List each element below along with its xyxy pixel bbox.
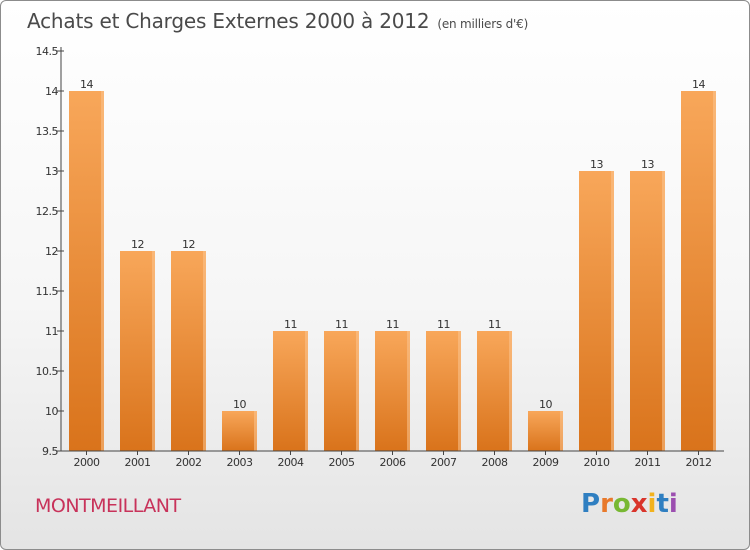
axes-layer (57, 47, 724, 455)
bar-highlight (560, 411, 563, 451)
y-tick-label: 13 (45, 165, 58, 178)
bar-highlight (101, 91, 104, 451)
value-label: 11 (437, 318, 450, 331)
bar-highlight (203, 251, 206, 451)
logo-letter: x (630, 489, 648, 519)
x-tick-label: 2000 (74, 456, 100, 469)
value-label: 13 (641, 158, 654, 171)
value-label: 11 (284, 318, 297, 331)
bar-highlight (662, 171, 665, 451)
bar-highlight (509, 331, 512, 451)
commune-name: MONTMEILLANT (35, 495, 181, 517)
bar-highlight (254, 411, 257, 451)
y-tick-label: 13.5 (36, 125, 59, 138)
y-tick-label: 14.5 (36, 45, 59, 58)
x-tick-label: 2005 (329, 456, 355, 469)
value-label: 11 (335, 318, 348, 331)
logo-letter: i (668, 489, 678, 519)
chart-title: Achats et Charges Externes 2000 à 2012 (e… (27, 9, 528, 33)
y-tick-label: 12.5 (36, 205, 59, 218)
y-tick-label: 11 (45, 325, 58, 338)
logo-letter: r (600, 489, 613, 519)
value-label: 11 (386, 318, 399, 331)
value-label: 10 (539, 398, 552, 411)
value-label: 14 (692, 78, 705, 91)
y-tick-label: 11.5 (36, 285, 59, 298)
x-tick-label: 2003 (227, 456, 253, 469)
logo-letter: t (656, 489, 669, 519)
chart-subtitle: (en milliers d'€) (437, 17, 529, 31)
bar-highlight (152, 251, 155, 451)
x-tick-label: 2011 (635, 456, 661, 469)
y-tick-label: 10.5 (36, 365, 59, 378)
y-tick-label: 14 (45, 85, 58, 98)
bar-2009 (528, 411, 563, 451)
value-label: 14 (80, 78, 93, 91)
x-tick-label: 2012 (686, 456, 712, 469)
bar-highlight (305, 331, 308, 451)
x-tick-label: 2001 (125, 456, 151, 469)
value-label: 11 (488, 318, 501, 331)
bar-2008 (477, 331, 512, 451)
x-tick-label: 2006 (380, 456, 406, 469)
bar-2004 (273, 331, 308, 451)
labels-layer: 14 2000 12 2001 12 2002 10 2003 11 2004 11 2005 11 20… (36, 45, 713, 469)
bar-2001 (120, 251, 155, 451)
bar-highlight (356, 331, 359, 451)
bar-highlight (458, 331, 461, 451)
bar-2012 (681, 91, 716, 451)
value-label: 13 (590, 158, 603, 171)
bar-2011 (630, 171, 665, 451)
chart-title-text: Achats et Charges Externes 2000 à 2012 (27, 9, 430, 33)
y-tick-label: 12 (45, 245, 58, 258)
logo-letter: o (612, 489, 631, 519)
x-tick-label: 2007 (431, 456, 457, 469)
bar-2000 (69, 91, 104, 451)
bars-layer (69, 91, 716, 451)
value-label: 12 (131, 238, 144, 251)
bar-2003 (222, 411, 257, 451)
y-tick-label: 9.5 (42, 445, 58, 458)
bar-2006 (375, 331, 410, 451)
x-tick-label: 2008 (482, 456, 508, 469)
value-label: 10 (233, 398, 246, 411)
bar-2005 (324, 331, 359, 451)
bar-2002 (171, 251, 206, 451)
proxiti-logo[interactable]: Proxiti (581, 489, 678, 519)
x-tick-label: 2002 (176, 456, 202, 469)
value-label: 12 (182, 238, 195, 251)
x-tick-label: 2004 (278, 456, 304, 469)
bar-highlight (713, 91, 716, 451)
logo-letter: P (581, 489, 601, 519)
bar-2010 (579, 171, 614, 451)
x-tick-label: 2010 (584, 456, 610, 469)
bar-highlight (407, 331, 410, 451)
logo-letter: i (647, 489, 657, 519)
bar-highlight (611, 171, 614, 451)
x-tick-label: 2009 (533, 456, 559, 469)
y-tick-label: 10 (45, 405, 58, 418)
bar-2007 (426, 331, 461, 451)
